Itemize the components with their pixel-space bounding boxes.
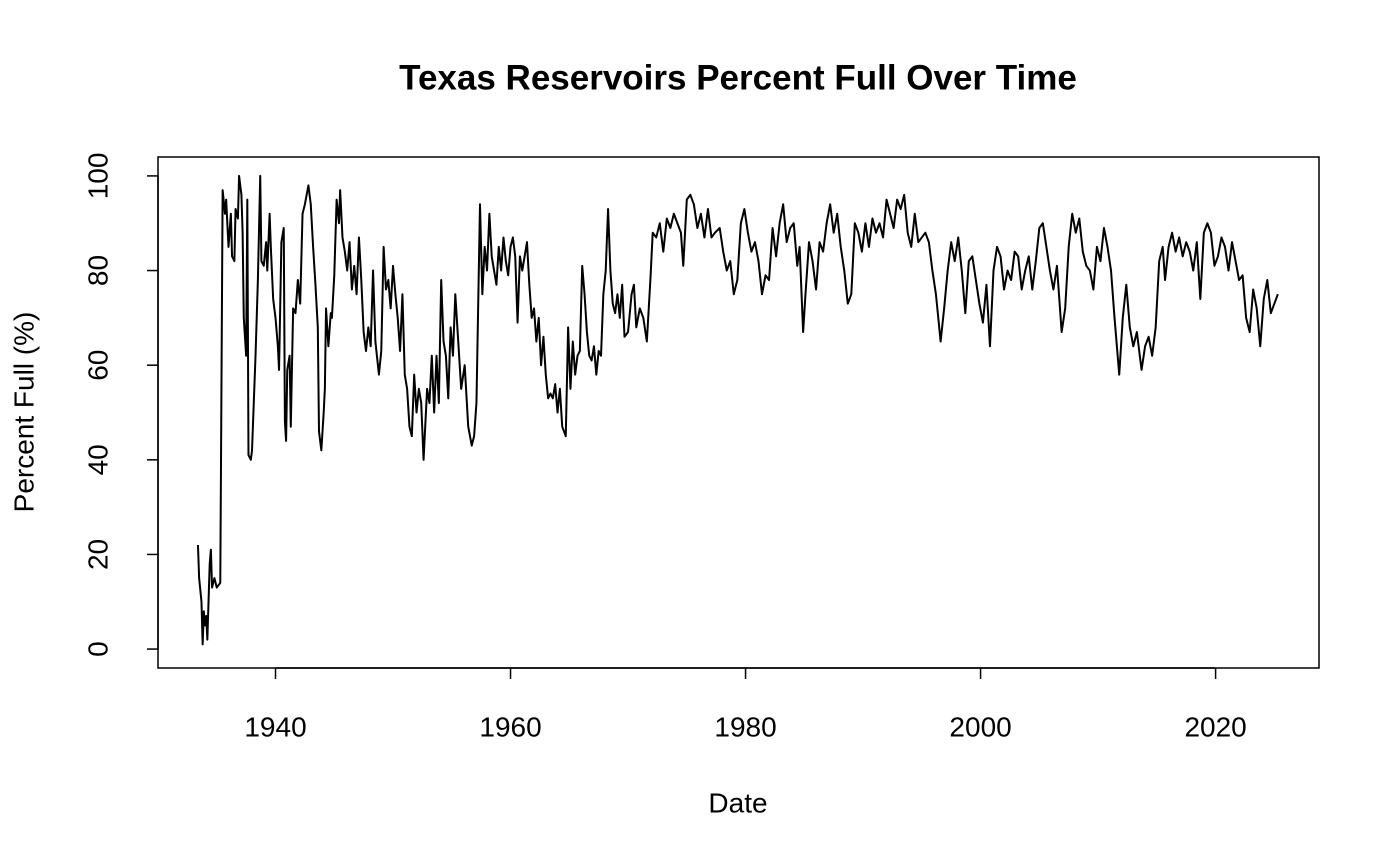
chart-title: Texas Reservoirs Percent Full Over Time: [399, 58, 1077, 97]
x-tick-label: 2020: [1184, 711, 1246, 742]
y-tick-label: 80: [82, 255, 113, 286]
y-tick-label: 60: [82, 350, 113, 381]
x-axis-title: Date: [708, 787, 767, 818]
x-tick-label: 1940: [244, 711, 306, 742]
y-axis-title: Percent Full (%): [8, 312, 39, 513]
data-line: [196, 174, 1279, 646]
y-tick-label: 40: [82, 444, 113, 475]
x-tick-label: 1980: [714, 711, 776, 742]
x-tick-label: 2000: [949, 711, 1011, 742]
y-tick-label: 100: [82, 153, 113, 200]
y-tick-label: 20: [82, 539, 113, 570]
plot-frame: [157, 156, 1320, 669]
y-tick-label: 0: [82, 641, 113, 657]
x-tick-label: 1960: [479, 711, 541, 742]
